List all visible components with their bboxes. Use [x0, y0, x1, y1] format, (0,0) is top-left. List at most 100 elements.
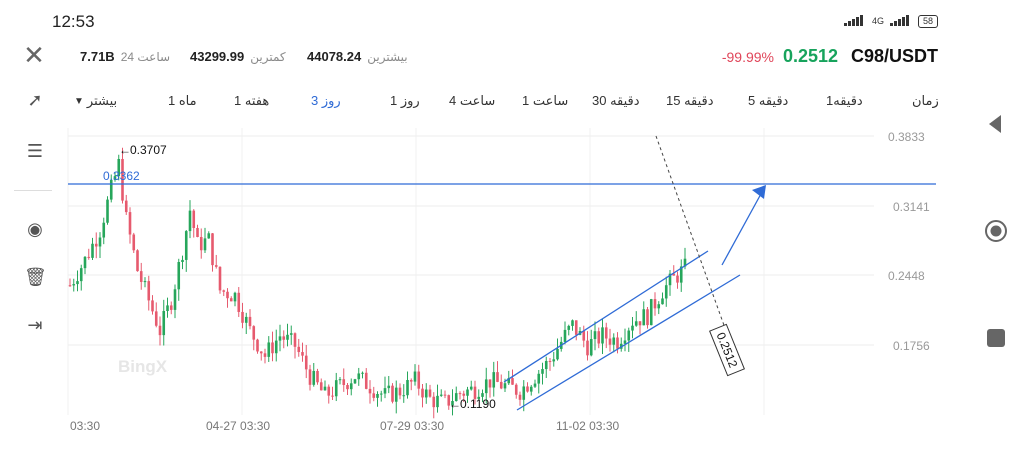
candle-down — [646, 309, 649, 326]
channel-upper-line[interactable] — [503, 250, 709, 383]
candle-down — [151, 300, 154, 312]
volume-value: 7.71B — [80, 49, 115, 64]
tab-3-day[interactable]: 3 روز — [311, 93, 341, 108]
trash-icon[interactable]: 🗑 — [24, 267, 47, 287]
horizontal-level-label: 0.3362 — [103, 169, 140, 183]
candle-down — [676, 275, 679, 283]
candle-up — [117, 158, 121, 177]
candle-up — [492, 372, 496, 388]
candle-up — [274, 340, 278, 354]
candle-up — [181, 259, 184, 263]
tab-1-month[interactable]: 1 ماه — [168, 93, 197, 108]
candle-up — [507, 378, 511, 384]
network-type: 4G — [871, 16, 884, 26]
tab-1-day[interactable]: 1 روز — [390, 93, 420, 108]
candle-down — [638, 321, 642, 326]
candle-down — [241, 311, 244, 323]
candle-down — [488, 379, 492, 388]
tab-time[interactable]: زمان — [912, 93, 939, 108]
candle-down — [124, 200, 128, 213]
candle-up — [481, 393, 484, 397]
candle-up — [661, 298, 664, 305]
candle-up — [278, 336, 282, 341]
more-timeframes-button[interactable]: ▼ بیشتر — [74, 93, 117, 109]
dashed-trend-line[interactable] — [655, 135, 731, 343]
candle-up — [98, 237, 102, 247]
candle-up — [657, 304, 661, 309]
x-tick-label: 11-02 03:30 — [556, 419, 619, 433]
tab-30-min[interactable]: 30 دقیقه — [592, 93, 640, 108]
projection-arrow-line[interactable] — [721, 191, 763, 266]
close-button[interactable]: ✕ — [23, 40, 45, 70]
channel-lower-line[interactable] — [516, 274, 741, 411]
signal-icon — [843, 14, 866, 28]
high-stat: 44078.24 بیشترین — [307, 49, 408, 64]
volume-label: ساعت 24 — [120, 50, 171, 64]
candle-up — [312, 370, 316, 385]
tab-1-min[interactable]: 1دقیقه — [826, 93, 863, 108]
tab-15-min[interactable]: 15 دقیقه — [666, 93, 714, 108]
price-chart[interactable]: BingX 0.3362 ← 0.3707 ← 0.1190 0.2512 0.… — [0, 120, 960, 440]
candle-down — [398, 387, 402, 396]
candle-down — [342, 379, 346, 386]
candle-down — [319, 382, 323, 391]
candle-up — [451, 401, 454, 406]
back-nav-icon[interactable] — [984, 112, 1008, 136]
candle-up — [454, 393, 458, 402]
candle-up — [267, 342, 271, 357]
candle-up — [233, 292, 237, 302]
candle-down — [582, 331, 586, 341]
tab-1-hour[interactable]: 1 ساعت — [522, 93, 569, 108]
candle-down — [372, 393, 376, 398]
candle-up — [76, 281, 79, 285]
candle-up — [623, 340, 627, 344]
candle-down — [316, 370, 319, 383]
candle-down — [458, 393, 462, 395]
current-price-tag: 0.2512 — [709, 323, 745, 377]
candle-up — [537, 373, 541, 384]
candle-up — [244, 316, 248, 323]
candle-down — [192, 210, 196, 228]
candle-down — [672, 273, 676, 276]
tab-5-min[interactable]: 5 دقیقه — [748, 93, 789, 108]
candle-up — [567, 325, 571, 330]
candle-up — [589, 339, 593, 356]
eye-icon[interactable]: ◉ — [27, 219, 43, 239]
home-nav-icon[interactable] — [984, 219, 1008, 243]
candle-down — [586, 340, 589, 356]
candle-down — [518, 394, 522, 400]
recents-nav-icon[interactable] — [984, 326, 1008, 350]
candle-up — [541, 369, 544, 374]
candle-up — [83, 256, 87, 269]
y-tick-label: 0.3833 — [888, 130, 925, 144]
candle-down — [526, 386, 529, 392]
candle-up — [563, 329, 567, 342]
candles — [68, 147, 687, 419]
candle-down — [514, 384, 518, 395]
candle-down — [94, 243, 98, 247]
candle-down — [158, 325, 162, 336]
candle-up — [289, 333, 293, 335]
expand-arrow-icon[interactable]: ➚ — [27, 90, 43, 110]
candle-down — [199, 237, 203, 251]
candle-down — [548, 361, 552, 363]
price-change: -99.99% — [721, 49, 774, 65]
tab-1-week[interactable]: 1 هفته — [234, 93, 270, 108]
candle-up — [424, 389, 428, 398]
candle-down — [391, 385, 394, 402]
candle-up — [522, 386, 526, 400]
candle-down — [462, 393, 466, 396]
high-label: بیشترین — [367, 50, 408, 64]
candle-up — [601, 327, 604, 344]
candle-down — [132, 234, 136, 251]
pair-name: C98/USDT — [850, 46, 938, 66]
candle-up — [552, 359, 556, 362]
candle-down — [308, 369, 312, 385]
candle-up — [571, 320, 574, 326]
indicators-list-icon[interactable]: ☰ — [26, 141, 44, 161]
candle-up — [394, 387, 398, 402]
tab-4-hour[interactable]: 4 ساعت — [449, 93, 496, 108]
exit-icon[interactable]: ⇥ — [27, 315, 43, 335]
candle-down — [68, 285, 72, 287]
candle-up — [627, 330, 631, 341]
